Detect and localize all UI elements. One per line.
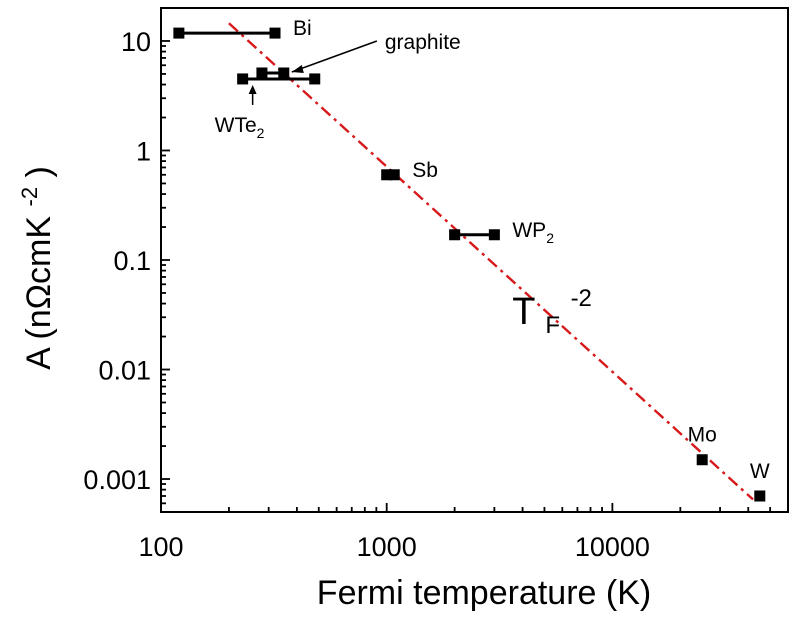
fit-line-label: T F -2 (512, 285, 592, 342)
point-marker (388, 169, 400, 181)
point-label-subscript: 2 (546, 230, 554, 246)
point-label-text: W (750, 460, 770, 483)
point-marker (237, 73, 249, 85)
data-point-w: W (750, 460, 770, 502)
data-point-wte2: WTe2 (215, 73, 321, 141)
axis-ticks-layer: 100 1000 10000 10 1 0.1 0.01 0.001 (83, 7, 789, 562)
x-tick-label: 10000 (575, 532, 650, 562)
point-label-graphite: graphite (385, 31, 461, 54)
data-point-sb: Sb (381, 159, 438, 182)
point-marker (754, 490, 766, 502)
y-tick-label: 0.1 (113, 246, 151, 276)
y-tick-label: 10 (121, 27, 151, 57)
y-tick-label: 0.01 (98, 356, 151, 386)
graphite-arrowhead (291, 64, 304, 73)
y-axis-label-superscript: -2 (17, 187, 42, 207)
fit-line-layer (228, 22, 754, 501)
x-axis-label: Fermi temperature (K) (317, 574, 651, 612)
x-tick-label: 100 (138, 532, 183, 562)
point-label-text: Sb (412, 159, 438, 182)
data-point-mo: Mo (688, 424, 717, 466)
wte2-arrowhead (248, 84, 257, 94)
point-label-text: WP (512, 219, 546, 242)
point-label-bi: Bi (293, 17, 312, 40)
point-label-wte2: WTe2 (215, 114, 265, 141)
fit-line (228, 22, 754, 501)
point-label-w: W (750, 460, 770, 483)
point-marker (269, 27, 281, 39)
y-tick-label: 1 (136, 136, 151, 166)
point-marker (256, 67, 268, 79)
point-marker (696, 454, 708, 466)
x-tick-label: 1000 (357, 532, 417, 562)
fit-label-subscript: F (545, 312, 560, 339)
y-axis-label-suffix: ) (20, 166, 58, 177)
fit-label-superscript: -2 (571, 285, 592, 312)
y-axis-label-main: A (nΩcmK (20, 216, 58, 370)
point-marker (173, 27, 185, 39)
graphite-arrow (291, 40, 378, 73)
point-marker (488, 229, 500, 241)
point-label-text: WTe (215, 114, 257, 137)
point-label-text: Mo (688, 424, 717, 447)
point-label-mo: Mo (688, 424, 717, 447)
point-marker (278, 67, 290, 79)
point-marker (449, 229, 461, 241)
data-point-graphite: graphite (256, 31, 461, 79)
y-axis-label: A (nΩcmK -2 ) (7, 166, 58, 370)
point-marker (381, 169, 393, 181)
point-label-text: graphite (385, 31, 461, 54)
point-label-subscript: 2 (257, 125, 265, 141)
data-point-bi: Bi (173, 17, 312, 40)
data-point-wp2: WP2 (449, 219, 554, 246)
point-label-text: Bi (293, 17, 312, 40)
y-tick-label: 0.001 (83, 465, 151, 495)
point-label-wp2: WP2 (512, 219, 554, 246)
fit-label-base: T (512, 291, 535, 333)
point-label-sb: Sb (412, 159, 438, 182)
point-marker (309, 73, 321, 85)
